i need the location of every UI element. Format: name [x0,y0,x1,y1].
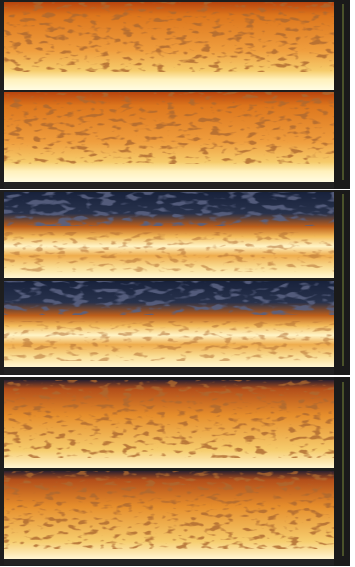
page: {} html, body { margin: 0; padding: 0; b… [0,0,355,567]
texture [4,192,334,226]
page-body [0,0,355,567]
scale-strip [334,190,350,375]
panel-1 [0,0,350,189]
time-axis [4,559,334,565]
panel-3 [0,377,350,566]
texture [4,321,334,361]
texture [4,380,334,458]
texture [4,92,334,164]
scale-strip [334,377,350,566]
texture [4,232,334,272]
panel-2 [0,190,350,375]
spectrogram-screenshot [0,0,355,567]
time-axis [4,368,334,374]
scale-strip [334,0,350,189]
texture [4,471,334,549]
texture [4,2,334,72]
texture [4,281,334,315]
time-axis [4,182,334,188]
